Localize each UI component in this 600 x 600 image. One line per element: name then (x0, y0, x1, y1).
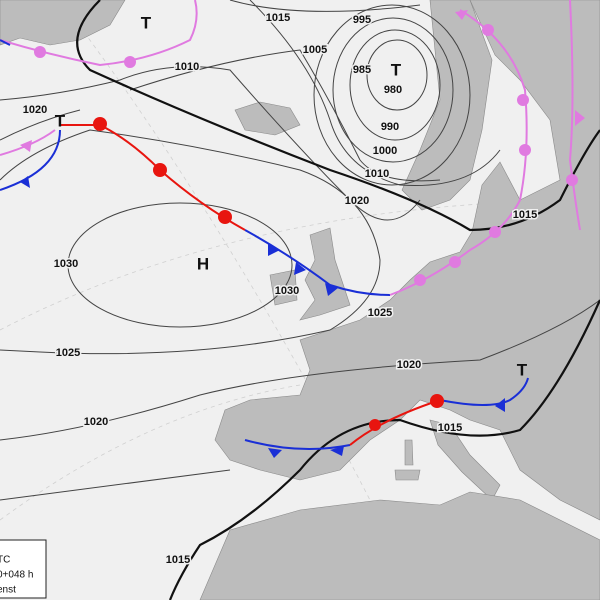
low-center: T (517, 360, 528, 379)
isobar-labels: 1015 995 1005 1010 985 980 990 1000 1010… (21, 10, 538, 567)
pressure-centers: T T T H T (55, 13, 528, 379)
isobar-label: 1010 (175, 61, 199, 73)
isobar-label: 1030 (54, 258, 78, 270)
isobar-label: 990 (381, 121, 399, 133)
isobar-label: 995 (353, 14, 371, 26)
isobar-label: 1020 (345, 195, 369, 207)
isobar-label: 1020 (23, 104, 47, 116)
isobar-label: 1030 (275, 285, 299, 297)
low-center: T (141, 13, 152, 32)
high-center: H (197, 254, 209, 273)
isobar-label: 980 (384, 84, 402, 96)
isobar-label: 1010 (365, 168, 389, 180)
legend-text: enst (0, 585, 16, 596)
isobar-label: 1015 (166, 554, 190, 566)
isobar-label: 1020 (84, 416, 108, 428)
legend-box (0, 539, 47, 599)
isobar-label: 1005 (303, 44, 327, 56)
legend-text: TC (0, 555, 10, 566)
legend-text: 0+048 h (0, 570, 33, 581)
isobar-label: 1015 (513, 209, 537, 221)
isobar-label: 1025 (368, 307, 392, 319)
fronts (0, 0, 585, 458)
isobar-label: 1000 (373, 145, 397, 157)
isobar-label: 1020 (397, 359, 421, 371)
isobar-label: 1015 (438, 422, 462, 434)
low-center: T (391, 60, 402, 79)
legend: TC 0+048 h enst (0, 539, 47, 599)
isobar-label: 985 (353, 64, 371, 76)
isobar-label: 1025 (56, 347, 80, 359)
low-center: T (55, 111, 66, 130)
isobar-label: 1015 (266, 12, 290, 24)
